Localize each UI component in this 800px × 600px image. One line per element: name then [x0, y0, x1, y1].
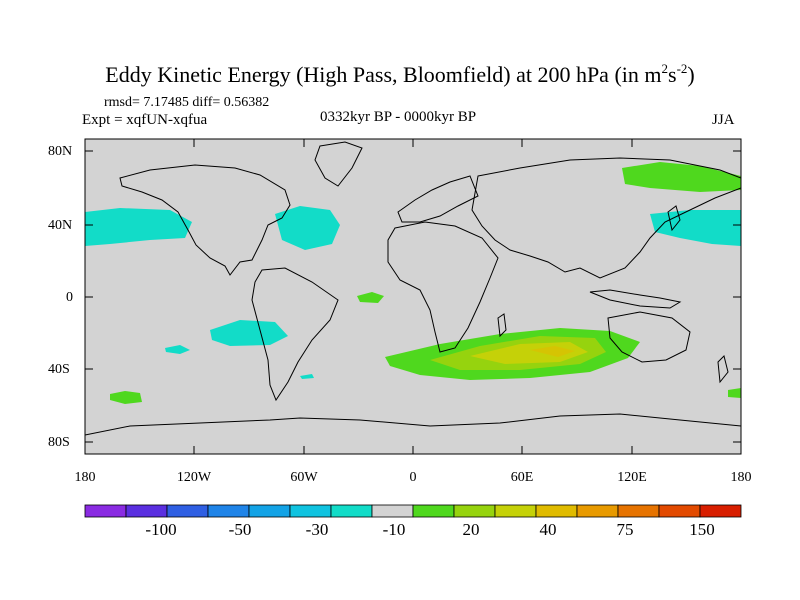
colorbar-label: 150 — [689, 520, 715, 539]
experiment-label: Expt = xqfUN-xqfua — [82, 112, 208, 128]
cyan-patch-north-atlantic — [275, 206, 340, 250]
green-patch-tropical-atlantic — [357, 292, 384, 303]
colorbar-label: -100 — [145, 520, 177, 539]
cyan-patch-small-1 — [165, 345, 190, 354]
cyan-patch-south-pacific — [210, 320, 288, 346]
colorbar-box — [412, 504, 455, 518]
lon-label-120e: 120E — [617, 470, 647, 485]
green-patch-south-pacific — [110, 391, 142, 404]
coast-north-america — [119, 164, 291, 276]
colorbar-box — [658, 504, 701, 518]
cyan-patch-north-pacific-east — [650, 210, 741, 246]
colorbar-box — [617, 504, 660, 518]
lon-label-60w: 60W — [290, 470, 318, 485]
coast-europe — [397, 175, 479, 223]
map-background — [85, 139, 741, 454]
lon-label-120w: 120W — [176, 470, 212, 485]
coast-greenland — [314, 141, 363, 187]
colorbar-box — [248, 504, 291, 518]
colorbar-box — [289, 504, 332, 518]
colorbar-label: 20 — [462, 520, 480, 539]
colorbar-box — [494, 504, 537, 518]
period-label: 0332kyr BP - 0000kyr BP — [320, 109, 477, 125]
lon-label-180e: 180 — [730, 470, 752, 485]
lat-label-40n: 40N — [48, 218, 73, 233]
colorbar-box — [535, 504, 578, 518]
colorbar-label: 40 — [539, 520, 557, 539]
orange-yellow-patch-southern-ocean — [530, 346, 575, 357]
colorbar-box — [330, 504, 373, 518]
coast-antarctica — [85, 413, 741, 436]
green-patch-north-pacific — [622, 162, 741, 192]
plot-title: Eddy Kinetic Energy (High Pass, Bloomfie… — [105, 61, 695, 87]
colorbar — [84, 504, 742, 518]
lat-label-40s: 40S — [48, 362, 70, 377]
coastlines — [85, 141, 741, 436]
lon-label-0: 0 — [409, 470, 417, 485]
coast-south-america — [251, 267, 339, 402]
rmsd-diff-stats: rmsd= 7.17485 diff= 0.56382 — [104, 95, 270, 110]
colorbar-label: -50 — [228, 520, 252, 539]
colorbar-box — [84, 504, 127, 518]
cyan-patch-small-2 — [300, 374, 314, 379]
cyan-patch-north-pacific-west — [85, 208, 192, 246]
green-patch-south-pacific-east — [728, 388, 741, 398]
colorbar-box — [453, 504, 496, 518]
lon-label-60e: 60E — [510, 470, 534, 485]
axis-ticks — [85, 139, 741, 454]
colorbar-box — [207, 504, 250, 518]
colorbar-label: 75 — [616, 520, 634, 539]
colorbar-box — [576, 504, 619, 518]
coast-japan — [667, 205, 681, 232]
colorbar-box — [125, 504, 168, 518]
lon-label-180w: 180 — [74, 470, 96, 485]
coast-new-zealand — [717, 355, 729, 384]
lat-label-80n: 80N — [48, 144, 73, 159]
coast-australia — [607, 311, 691, 363]
colorbar-box — [699, 504, 742, 518]
coast-asia — [471, 157, 741, 279]
season-label: JJA — [712, 112, 735, 128]
coast-indonesia — [589, 289, 682, 309]
lat-label-80s: 80S — [48, 435, 70, 450]
coast-madagascar — [497, 313, 507, 338]
colorbar-box — [371, 504, 414, 518]
colorbar-box — [166, 504, 209, 518]
colorbar-label: -10 — [382, 520, 406, 539]
lat-label-0: 0 — [66, 290, 73, 305]
colorbar-label: -30 — [305, 520, 329, 539]
coast-africa — [387, 221, 499, 353]
